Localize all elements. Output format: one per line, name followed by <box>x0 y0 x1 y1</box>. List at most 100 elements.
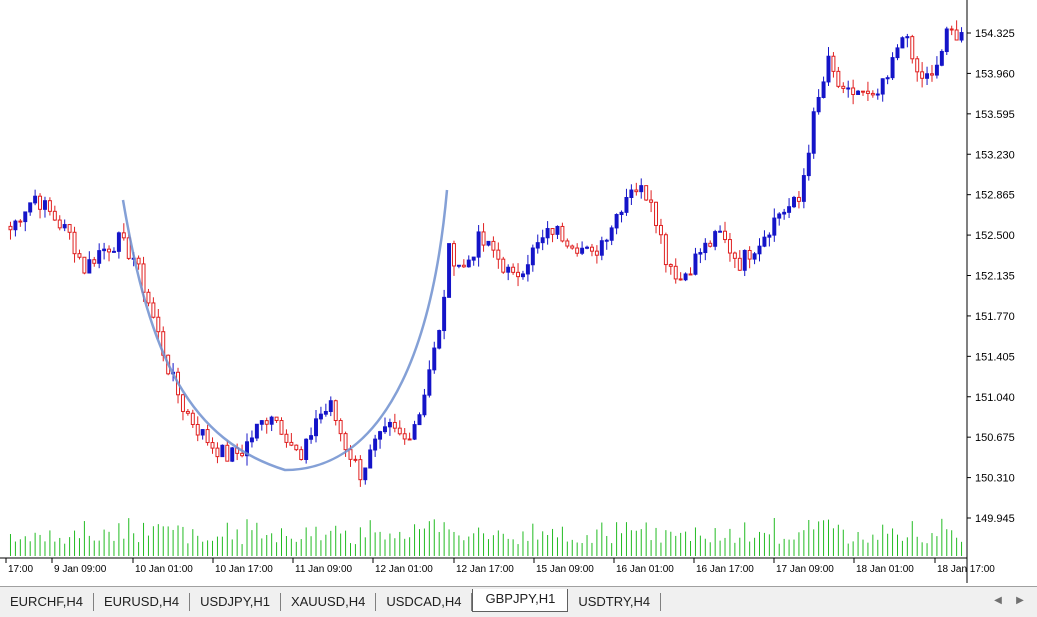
candle-body <box>831 55 836 72</box>
candle-body <box>900 37 905 49</box>
candle-body <box>323 410 328 415</box>
candle-body <box>328 400 333 412</box>
candle-body <box>516 271 521 278</box>
price-tick-label: 152.865 <box>975 190 1015 202</box>
candle-body <box>708 242 713 247</box>
candle-body <box>880 78 885 95</box>
candle-body <box>737 257 742 271</box>
candle-body <box>57 219 62 229</box>
candle-body <box>767 234 772 238</box>
tab-usdcad-h4[interactable]: USDCAD,H4 <box>376 593 473 611</box>
candle-body <box>525 264 530 275</box>
candle-body <box>861 90 865 93</box>
candle-body <box>851 87 856 95</box>
candle-body <box>589 246 594 252</box>
price-tick-label: 150.675 <box>975 432 1015 444</box>
candle-body <box>496 249 501 260</box>
tab-usdjpy-h1[interactable]: USDJPY,H1 <box>190 593 281 611</box>
candle-body <box>836 70 841 87</box>
price-tick-label: 151.405 <box>975 351 1015 363</box>
candle-body <box>412 424 417 440</box>
candle-body <box>427 369 432 396</box>
candle-body <box>299 449 304 460</box>
candle-body <box>378 431 383 440</box>
candle-body <box>841 85 846 89</box>
candle-body <box>116 232 121 252</box>
candle-body <box>555 225 560 235</box>
candle-body <box>801 175 806 202</box>
candle-body <box>757 245 762 255</box>
candle-body <box>580 247 585 254</box>
candle-body <box>732 252 737 259</box>
candle-body <box>200 429 205 436</box>
chart-window[interactable]: 154.325 153.960 153.595 153.230 152.865 152.5… <box>0 0 1037 583</box>
candle-body <box>742 249 747 271</box>
candle-body <box>668 264 673 267</box>
tab-usdtry-h4[interactable]: USDTRY,H4 <box>568 593 662 611</box>
candle-body <box>205 429 210 444</box>
price-tick-label: 151.040 <box>975 392 1015 404</box>
candle-body <box>338 420 343 435</box>
candle-body <box>471 256 476 261</box>
candle-body <box>959 32 964 41</box>
tab-eurusd-h4[interactable]: EURUSD,H4 <box>94 593 191 611</box>
scroll-right-icon[interactable]: ▶ <box>1016 595 1024 606</box>
candle-body <box>279 420 284 435</box>
tab-gbpjpy-h1[interactable]: GBPJPY,H1 <box>472 588 569 612</box>
candle-body <box>383 426 387 433</box>
candle-body <box>97 250 102 264</box>
candle-body <box>663 234 668 266</box>
candle-body <box>397 427 402 435</box>
candle-body <box>343 433 348 451</box>
candle-body <box>816 96 821 113</box>
tab-eurchf-h4[interactable]: EURCHF,H4 <box>0 593 94 611</box>
candle-body <box>629 189 634 199</box>
candle-body <box>782 211 787 215</box>
candle-body <box>910 36 915 60</box>
candle-body <box>72 231 77 255</box>
candle-body <box>151 302 156 318</box>
candle-body <box>585 246 590 249</box>
time-tick-label: 17:00 <box>8 564 33 575</box>
candle-body <box>619 211 624 216</box>
time-tick-label: 16 Jan 17:00 <box>696 564 754 575</box>
candle-body <box>649 199 654 203</box>
candle-body <box>594 250 599 256</box>
candle-body <box>821 81 826 98</box>
candle-body <box>249 437 254 443</box>
price-tick-label: 151.770 <box>975 311 1015 323</box>
candle-body <box>146 291 151 304</box>
candle-body <box>92 259 97 264</box>
candle-body <box>23 211 28 223</box>
candle-body <box>939 51 944 66</box>
price-chart[interactable]: 154.325 153.960 153.595 153.230 152.865 152.5… <box>0 0 1037 583</box>
candle-body <box>42 200 47 210</box>
candle-body <box>220 444 225 458</box>
candle-body <box>520 273 525 278</box>
candle-body <box>727 239 732 254</box>
candle-body <box>52 210 57 221</box>
candle-body <box>560 225 565 242</box>
candle-body <box>570 245 575 249</box>
candle-body <box>210 442 215 449</box>
candle-body <box>535 242 540 249</box>
candle-body <box>890 57 895 79</box>
candle-body <box>718 230 723 233</box>
candle-body <box>491 240 496 251</box>
candle-body <box>13 220 18 231</box>
candle-body <box>185 410 190 414</box>
price-tick-label: 153.595 <box>975 109 1015 121</box>
candle-body <box>747 249 752 260</box>
candle-body <box>289 441 294 446</box>
time-tick-label: 17 Jan 09:00 <box>776 564 834 575</box>
scroll-left-icon[interactable]: ◀ <box>994 595 1002 606</box>
candle-body <box>8 225 13 231</box>
candle-body <box>792 196 796 208</box>
tab-xauusd-h4[interactable]: XAUUSD,H4 <box>281 593 377 611</box>
candle-body <box>28 202 33 213</box>
volume-histogram <box>9 517 963 556</box>
candle-body <box>363 467 368 481</box>
candle-body <box>545 228 550 239</box>
candle-body <box>304 438 309 460</box>
candle-body <box>683 273 688 281</box>
